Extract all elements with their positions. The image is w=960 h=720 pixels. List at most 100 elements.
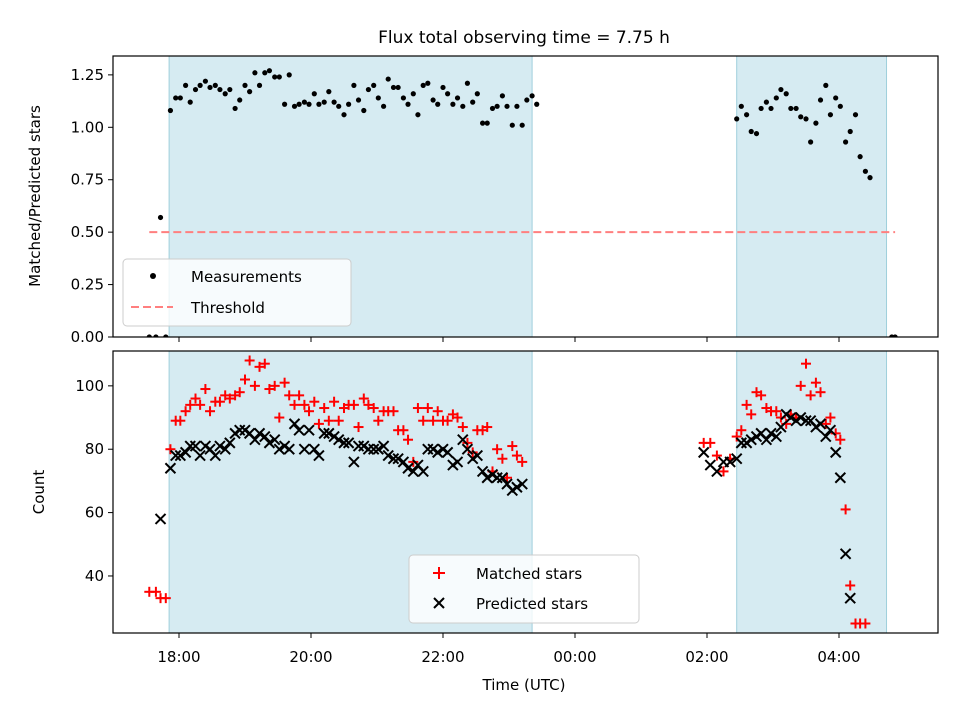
y-tick-label: 40 — [85, 567, 104, 585]
data-point — [321, 99, 327, 105]
data-point-plus — [214, 396, 225, 407]
data-point — [480, 120, 486, 126]
data-point — [371, 82, 377, 88]
bottom-y-axis: 40 60 80 100 — [75, 377, 113, 585]
data-point — [454, 95, 461, 101]
data-point — [252, 70, 258, 76]
top-plot-frame — [112, 55, 939, 338]
data-point — [843, 139, 849, 145]
data-point-plus — [264, 384, 275, 395]
data-point-x — [249, 434, 261, 446]
data-point-plus — [462, 437, 473, 448]
data-point-plus — [497, 453, 508, 464]
data-point-plus — [408, 456, 419, 467]
data-point — [494, 103, 500, 109]
data-point — [744, 112, 750, 118]
data-point-x — [481, 472, 493, 484]
data-point-plus — [160, 593, 171, 604]
count-points — [144, 355, 871, 629]
data-point-x — [820, 430, 832, 443]
data-point — [157, 214, 164, 221]
data-point-plus — [422, 403, 433, 414]
data-point-x — [298, 443, 311, 455]
x-axis-label: Time (UTC) — [482, 676, 566, 694]
data-point — [524, 97, 530, 103]
data-point-x — [785, 411, 797, 424]
data-point-x — [387, 453, 400, 465]
data-point-plus — [274, 412, 285, 423]
data-point-x — [164, 462, 177, 474]
data-point-x — [760, 434, 773, 446]
data-point — [748, 128, 754, 135]
data-point-plus — [412, 403, 423, 414]
data-point — [365, 86, 372, 93]
data-point-x — [372, 443, 385, 455]
x-tick-label: 00:00 — [553, 648, 596, 666]
data-point-plus — [511, 450, 522, 461]
data-point-plus — [200, 384, 211, 395]
data-point-x — [179, 446, 192, 459]
data-point — [262, 70, 268, 76]
data-point — [242, 82, 248, 88]
data-point-plus — [323, 415, 334, 426]
data-point-plus — [771, 406, 782, 417]
top-y-axis: 0.00 0.25 0.50 0.75 1.00 1.25 — [71, 66, 113, 346]
data-point-x — [263, 437, 276, 449]
data-point-x — [219, 443, 231, 455]
data-point-x — [800, 415, 812, 427]
data-point-plus — [313, 418, 324, 429]
legend-threshold-label: Threshold — [190, 299, 265, 317]
data-point-plus — [279, 377, 290, 388]
data-point-plus — [329, 396, 340, 407]
y-tick-label: 0.25 — [71, 276, 104, 294]
data-point — [738, 103, 744, 109]
data-point-plus — [731, 431, 742, 442]
y-tick-label: 60 — [85, 504, 104, 522]
data-point — [460, 103, 466, 109]
data-point — [222, 91, 228, 97]
data-point-x — [333, 434, 345, 446]
data-point-x — [214, 440, 226, 452]
data-point — [425, 80, 431, 86]
data-point-x — [209, 449, 222, 462]
data-point — [833, 95, 839, 101]
data-point-x — [288, 418, 301, 430]
data-point — [837, 103, 843, 109]
bottom-legend-box — [408, 554, 640, 624]
data-point — [519, 122, 525, 128]
legend-predicted-marker — [433, 597, 445, 609]
data-point-x — [775, 421, 787, 433]
data-point — [163, 334, 169, 337]
data-point-plus — [482, 422, 493, 433]
data-point — [291, 103, 298, 109]
legend-measurement-marker — [150, 273, 156, 279]
data-point-x — [745, 434, 757, 446]
data-point-x — [461, 443, 474, 455]
data-point-x — [765, 427, 777, 440]
legend-matched-label: Matched stars — [476, 565, 582, 583]
data-point — [808, 139, 814, 145]
data-point-plus — [190, 393, 201, 404]
data-point — [197, 82, 203, 88]
data-point — [852, 112, 859, 118]
data-point-x — [432, 446, 444, 459]
data-point — [410, 91, 416, 97]
x-tick-label: 04:00 — [817, 648, 860, 666]
legend-matched-marker — [433, 567, 445, 579]
data-point — [778, 86, 784, 93]
data-point-plus — [358, 393, 369, 404]
data-point — [768, 105, 774, 112]
data-point-plus — [517, 456, 528, 467]
data-point-plus — [249, 380, 260, 391]
data-point-x — [397, 456, 410, 468]
data-point-x — [323, 427, 335, 440]
bottom-legend: Matched stars Predicted stars — [408, 554, 640, 624]
data-point-x — [829, 446, 842, 459]
legend-predicted-label: Predicted stars — [476, 595, 588, 613]
data-point — [793, 105, 799, 112]
data-point — [753, 130, 760, 137]
data-point-plus — [240, 374, 250, 385]
data-point — [773, 95, 779, 101]
data-point-plus — [289, 399, 300, 410]
data-point-x — [697, 446, 710, 459]
